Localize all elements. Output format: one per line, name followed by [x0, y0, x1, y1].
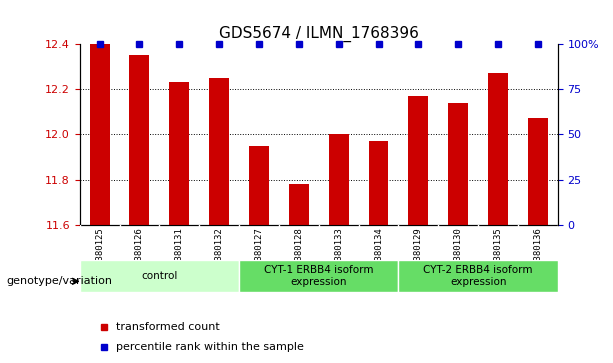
Bar	[169, 82, 189, 225]
Bar	[408, 96, 428, 225]
Text: CYT-1 ERBB4 isoform
expression: CYT-1 ERBB4 isoform expression	[264, 265, 373, 287]
Text: GSM1380129: GSM1380129	[414, 227, 423, 281]
Bar	[249, 146, 269, 225]
Text: GSM1380136: GSM1380136	[533, 227, 543, 281]
Text: GSM1380125: GSM1380125	[95, 227, 104, 281]
Text: CYT-2 ERBB4 isoform
expression: CYT-2 ERBB4 isoform expression	[424, 265, 533, 287]
Text: GSM1380135: GSM1380135	[493, 227, 503, 281]
FancyBboxPatch shape	[398, 260, 558, 292]
Text: GSM1380130: GSM1380130	[454, 227, 463, 281]
FancyBboxPatch shape	[80, 260, 239, 292]
Bar	[368, 141, 389, 225]
Text: genotype/variation: genotype/variation	[6, 276, 112, 286]
Bar	[129, 55, 150, 225]
Text: GSM1380127: GSM1380127	[254, 227, 264, 281]
Bar	[329, 134, 349, 225]
Bar	[528, 118, 548, 225]
Title: GDS5674 / ILMN_1768396: GDS5674 / ILMN_1768396	[219, 26, 419, 42]
Text: GSM1380134: GSM1380134	[374, 227, 383, 281]
Text: GSM1380132: GSM1380132	[215, 227, 224, 281]
Bar	[289, 184, 309, 225]
Text: GSM1380128: GSM1380128	[294, 227, 303, 281]
Bar	[209, 78, 229, 225]
Text: GSM1380133: GSM1380133	[334, 227, 343, 281]
Text: GSM1380126: GSM1380126	[135, 227, 144, 281]
Bar	[89, 44, 110, 225]
FancyBboxPatch shape	[239, 260, 398, 292]
Text: percentile rank within the sample: percentile rank within the sample	[115, 342, 303, 352]
Text: control: control	[141, 271, 178, 281]
Text: GSM1380131: GSM1380131	[175, 227, 184, 281]
Bar	[448, 102, 468, 225]
Bar	[488, 73, 508, 225]
Text: transformed count: transformed count	[115, 322, 219, 333]
